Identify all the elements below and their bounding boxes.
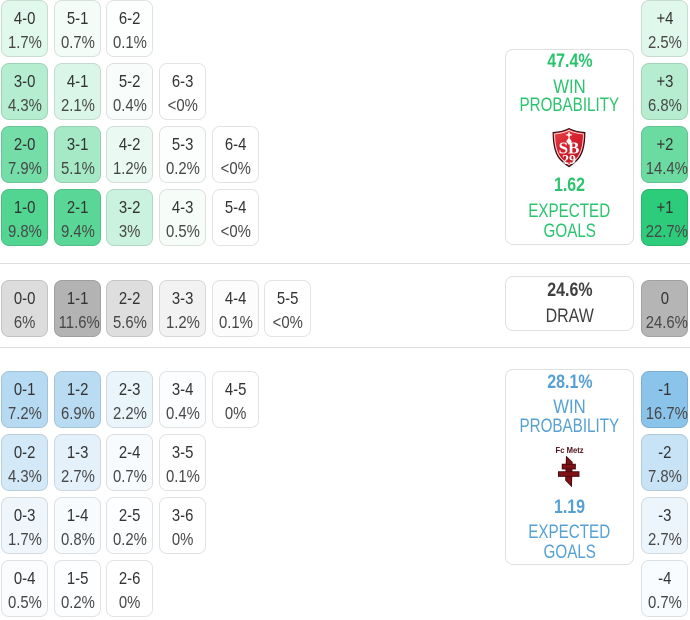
svg-text:29: 29 <box>562 153 576 168</box>
svg-text:SB: SB <box>559 139 580 158</box>
